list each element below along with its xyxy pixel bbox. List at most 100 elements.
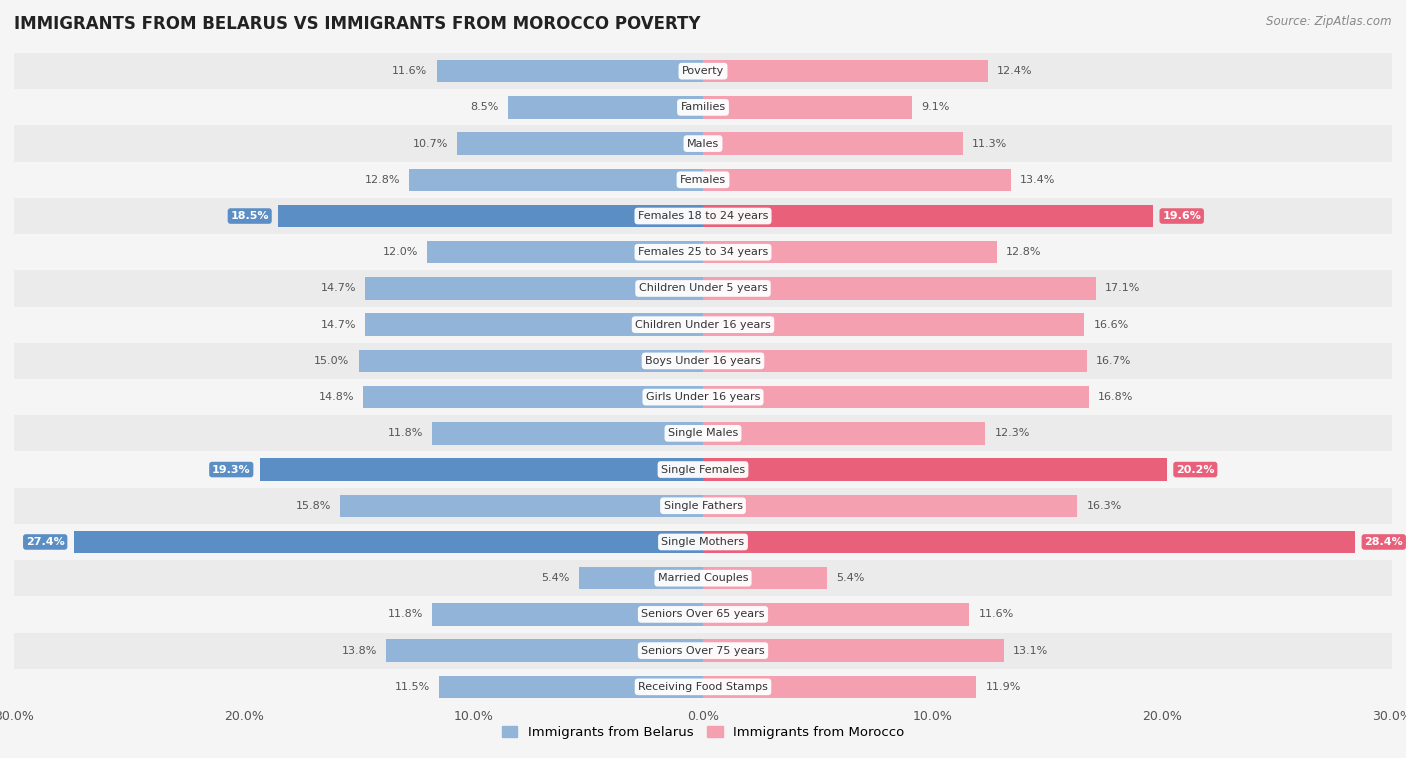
Bar: [703, 277, 1095, 299]
Text: Males: Males: [688, 139, 718, 149]
Bar: [14, 379, 1392, 415]
Text: IMMIGRANTS FROM BELARUS VS IMMIGRANTS FROM MOROCCO POVERTY: IMMIGRANTS FROM BELARUS VS IMMIGRANTS FR…: [14, 15, 700, 33]
Bar: [432, 422, 703, 444]
Text: Females 18 to 24 years: Females 18 to 24 years: [638, 211, 768, 221]
Bar: [14, 53, 1392, 89]
Text: Receiving Food Stamps: Receiving Food Stamps: [638, 682, 768, 692]
Bar: [14, 632, 1392, 669]
Bar: [703, 531, 1355, 553]
Text: 5.4%: 5.4%: [541, 573, 569, 583]
Bar: [432, 603, 703, 625]
Bar: [703, 241, 997, 264]
Bar: [366, 277, 703, 299]
Text: 12.0%: 12.0%: [382, 247, 418, 257]
Text: 15.0%: 15.0%: [314, 356, 349, 366]
Bar: [14, 669, 1392, 705]
Text: 28.4%: 28.4%: [1364, 537, 1403, 547]
Text: 11.8%: 11.8%: [388, 428, 423, 438]
Text: 11.5%: 11.5%: [395, 682, 430, 692]
Bar: [703, 603, 969, 625]
Bar: [14, 161, 1392, 198]
Text: 16.7%: 16.7%: [1095, 356, 1130, 366]
Bar: [359, 349, 703, 372]
Text: Single Mothers: Single Mothers: [661, 537, 745, 547]
Bar: [14, 452, 1392, 487]
Bar: [409, 168, 703, 191]
Legend: Immigrants from Belarus, Immigrants from Morocco: Immigrants from Belarus, Immigrants from…: [496, 720, 910, 744]
Text: Married Couples: Married Couples: [658, 573, 748, 583]
Text: 27.4%: 27.4%: [25, 537, 65, 547]
Bar: [14, 597, 1392, 632]
Text: Poverty: Poverty: [682, 66, 724, 76]
Bar: [703, 168, 1011, 191]
Text: 8.5%: 8.5%: [470, 102, 499, 112]
Text: Females: Females: [681, 175, 725, 185]
Text: Females 25 to 34 years: Females 25 to 34 years: [638, 247, 768, 257]
Bar: [703, 567, 827, 590]
Bar: [278, 205, 703, 227]
Bar: [703, 349, 1087, 372]
Bar: [703, 96, 912, 118]
Text: Single Fathers: Single Fathers: [664, 501, 742, 511]
Bar: [14, 560, 1392, 597]
Text: 13.1%: 13.1%: [1012, 646, 1049, 656]
Text: 11.3%: 11.3%: [972, 139, 1007, 149]
Bar: [439, 675, 703, 698]
Bar: [14, 487, 1392, 524]
Text: Children Under 5 years: Children Under 5 years: [638, 283, 768, 293]
Bar: [387, 640, 703, 662]
Bar: [703, 675, 976, 698]
Bar: [340, 494, 703, 517]
Text: 5.4%: 5.4%: [837, 573, 865, 583]
Bar: [703, 422, 986, 444]
Text: Source: ZipAtlas.com: Source: ZipAtlas.com: [1267, 15, 1392, 28]
Text: 13.8%: 13.8%: [342, 646, 377, 656]
Text: 14.7%: 14.7%: [321, 283, 356, 293]
Text: 16.3%: 16.3%: [1087, 501, 1122, 511]
Bar: [703, 314, 1084, 336]
Bar: [14, 234, 1392, 271]
Text: 11.9%: 11.9%: [986, 682, 1021, 692]
Bar: [508, 96, 703, 118]
Text: 12.8%: 12.8%: [1007, 247, 1042, 257]
Text: Seniors Over 65 years: Seniors Over 65 years: [641, 609, 765, 619]
Bar: [703, 133, 963, 155]
Text: 16.8%: 16.8%: [1098, 392, 1133, 402]
Text: 11.6%: 11.6%: [979, 609, 1014, 619]
Bar: [14, 126, 1392, 161]
Bar: [703, 205, 1153, 227]
Text: 12.3%: 12.3%: [994, 428, 1031, 438]
Text: Single Females: Single Females: [661, 465, 745, 475]
Text: 19.6%: 19.6%: [1163, 211, 1201, 221]
Text: 18.5%: 18.5%: [231, 211, 269, 221]
Bar: [579, 567, 703, 590]
Text: 20.2%: 20.2%: [1175, 465, 1215, 475]
Text: 15.8%: 15.8%: [295, 501, 330, 511]
Text: Boys Under 16 years: Boys Under 16 years: [645, 356, 761, 366]
Bar: [366, 314, 703, 336]
Bar: [14, 306, 1392, 343]
Bar: [14, 271, 1392, 306]
Text: 17.1%: 17.1%: [1105, 283, 1140, 293]
Text: 14.8%: 14.8%: [318, 392, 354, 402]
Text: 11.6%: 11.6%: [392, 66, 427, 76]
Bar: [363, 386, 703, 409]
Text: Families: Families: [681, 102, 725, 112]
Text: 19.3%: 19.3%: [212, 465, 250, 475]
Bar: [14, 198, 1392, 234]
Text: 13.4%: 13.4%: [1019, 175, 1056, 185]
Text: 10.7%: 10.7%: [413, 139, 449, 149]
Bar: [14, 524, 1392, 560]
Bar: [14, 343, 1392, 379]
Bar: [73, 531, 703, 553]
Bar: [703, 386, 1088, 409]
Text: 11.8%: 11.8%: [388, 609, 423, 619]
Text: 12.4%: 12.4%: [997, 66, 1032, 76]
Bar: [703, 60, 988, 83]
Bar: [14, 89, 1392, 126]
Bar: [427, 241, 703, 264]
Bar: [437, 60, 703, 83]
Text: 9.1%: 9.1%: [921, 102, 949, 112]
Bar: [703, 459, 1167, 481]
Text: Girls Under 16 years: Girls Under 16 years: [645, 392, 761, 402]
